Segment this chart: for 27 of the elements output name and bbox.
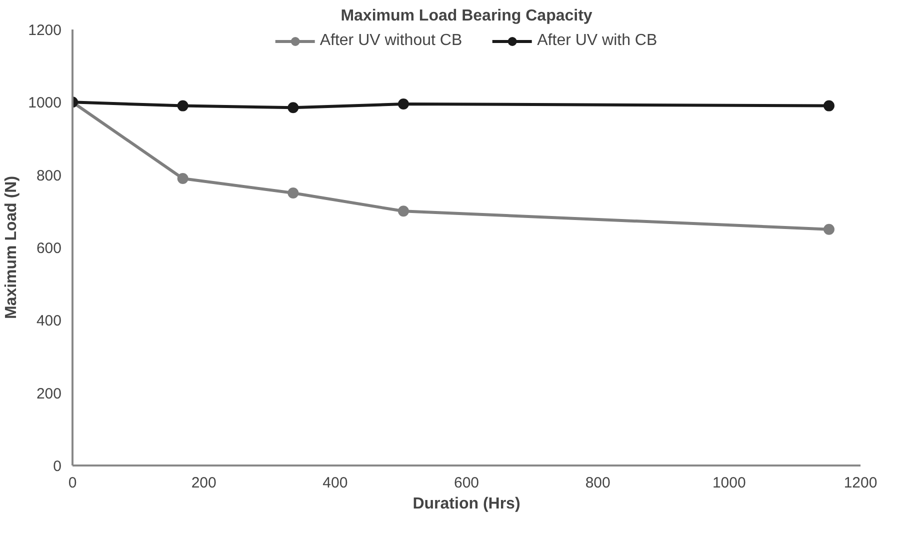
legend-label: After UV with CB bbox=[537, 32, 658, 50]
x-tick-label: 600 bbox=[454, 474, 480, 492]
y-tick-label: 1000 bbox=[28, 94, 62, 112]
x-tick-label: 1200 bbox=[844, 474, 878, 492]
legend-label: After UV without CB bbox=[320, 32, 462, 50]
x-tick-label: 800 bbox=[585, 474, 610, 492]
x-axis-title: Duration (Hrs) bbox=[412, 496, 520, 512]
y-tick-label: 0 bbox=[53, 458, 62, 475]
point bbox=[288, 188, 299, 198]
x-tick-label: 400 bbox=[322, 474, 348, 492]
point bbox=[823, 100, 834, 112]
x-tick-label: 1000 bbox=[712, 474, 746, 492]
y-tick-label: 800 bbox=[36, 167, 62, 184]
point bbox=[288, 102, 299, 114]
point bbox=[398, 98, 409, 110]
y-tick-label: 1200 bbox=[28, 22, 62, 39]
chart-title: Maximum Load Bearing Capacity bbox=[340, 8, 592, 24]
y-tick-label: 200 bbox=[36, 385, 62, 402]
y-tick-label: 400 bbox=[36, 312, 62, 330]
x-tick-label: 200 bbox=[191, 474, 216, 492]
point bbox=[177, 100, 188, 112]
y-axis-title: Maximum Load (N) bbox=[3, 176, 20, 320]
point bbox=[177, 172, 188, 184]
point bbox=[823, 224, 834, 235]
point bbox=[398, 206, 409, 217]
y-tick-label: 600 bbox=[36, 240, 62, 257]
x-tick-label: 0 bbox=[68, 474, 77, 492]
